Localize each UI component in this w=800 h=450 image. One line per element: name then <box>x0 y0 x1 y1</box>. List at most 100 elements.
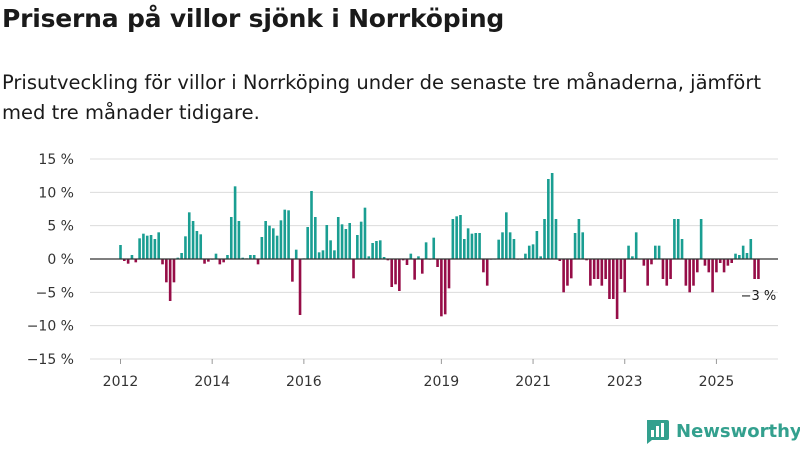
bar <box>356 235 359 259</box>
y-axis: 15 % 10 % 5 % 0 % −5 % −10 % −15 % <box>27 152 74 368</box>
bar <box>558 259 562 261</box>
bar <box>692 259 695 286</box>
bar <box>615 259 619 319</box>
x-tick-label: 2021 <box>515 374 551 390</box>
bar <box>298 259 302 315</box>
y-tick-label: −15 % <box>27 352 74 368</box>
chart-title: Priserna på villor sjönk i Norrköping <box>2 4 505 33</box>
bar <box>440 259 443 317</box>
bar <box>180 253 183 259</box>
bar <box>745 253 749 259</box>
bar <box>184 236 187 259</box>
bar <box>665 259 669 286</box>
bar <box>715 259 718 273</box>
bar <box>585 259 588 261</box>
bar <box>287 210 290 259</box>
newsworthy-logo-icon <box>647 420 669 444</box>
bar <box>375 241 378 259</box>
bar <box>314 217 317 259</box>
bar <box>165 259 168 283</box>
bar <box>646 259 649 286</box>
bar <box>333 250 336 259</box>
bar <box>753 259 756 279</box>
brand-name: Newsworthy <box>676 420 800 442</box>
annotations: −3 % <box>741 289 777 304</box>
y-tick-label: 10 % <box>38 185 74 201</box>
bar <box>306 227 309 259</box>
y-tick-label: 0 % <box>47 252 74 268</box>
bar <box>470 233 474 259</box>
bar <box>371 243 374 259</box>
bar <box>126 259 130 264</box>
y-tick-label: 15 % <box>38 152 74 168</box>
bar <box>543 219 546 259</box>
bar <box>707 259 711 273</box>
bar <box>264 221 267 259</box>
bar <box>436 259 439 267</box>
bar <box>149 235 153 259</box>
bar <box>547 179 550 259</box>
bar <box>569 259 573 279</box>
bar <box>566 259 569 286</box>
bar <box>187 212 191 259</box>
bar <box>119 245 122 259</box>
bar <box>401 259 405 261</box>
bar <box>222 259 225 263</box>
bar <box>455 216 458 259</box>
bar <box>176 257 180 259</box>
bars <box>119 173 760 319</box>
bar <box>757 259 760 279</box>
bar <box>161 259 164 265</box>
bar <box>642 259 646 266</box>
bar <box>214 253 218 259</box>
bar <box>451 219 455 259</box>
bar <box>256 259 260 265</box>
bar <box>272 228 275 259</box>
bar <box>157 232 160 259</box>
bar <box>508 232 512 259</box>
bar <box>676 219 680 259</box>
bar <box>336 217 340 259</box>
bar <box>699 219 703 259</box>
bar <box>535 231 539 259</box>
bar <box>512 239 516 259</box>
bar <box>443 259 447 315</box>
bar <box>294 249 298 259</box>
bar <box>203 259 206 264</box>
bar <box>562 259 565 293</box>
bar <box>398 259 401 291</box>
brand-logo: Newsworthy <box>644 418 800 444</box>
bar <box>608 259 611 299</box>
bar <box>680 239 684 259</box>
bar <box>631 256 634 259</box>
bar <box>310 191 313 259</box>
x-tick-label: 2019 <box>424 374 460 390</box>
bar <box>466 228 470 259</box>
bar <box>634 232 638 259</box>
bar <box>409 253 413 259</box>
y-tick-label: 5 % <box>47 219 74 235</box>
bar-chart: 15 %10 %5 %0 %−5 %−10 %−15 % 2012 2014 201… <box>27 152 778 390</box>
x-tick-label: 2014 <box>194 374 230 390</box>
bar <box>424 242 428 259</box>
bar <box>367 256 371 259</box>
bar <box>138 238 141 259</box>
bar <box>505 212 508 259</box>
bar <box>317 252 321 259</box>
bar <box>722 259 726 273</box>
bar <box>283 209 287 259</box>
bar <box>237 221 241 259</box>
bar <box>749 239 753 259</box>
x-tick-label: 2025 <box>699 374 735 390</box>
bar <box>684 259 688 286</box>
bar <box>172 259 176 283</box>
bar <box>573 233 577 259</box>
bar <box>474 233 478 259</box>
bar <box>577 219 581 259</box>
bar <box>482 259 485 273</box>
bar <box>669 259 672 279</box>
bar <box>390 259 394 287</box>
bar <box>268 225 271 259</box>
bar <box>478 233 481 259</box>
bar <box>650 259 653 265</box>
